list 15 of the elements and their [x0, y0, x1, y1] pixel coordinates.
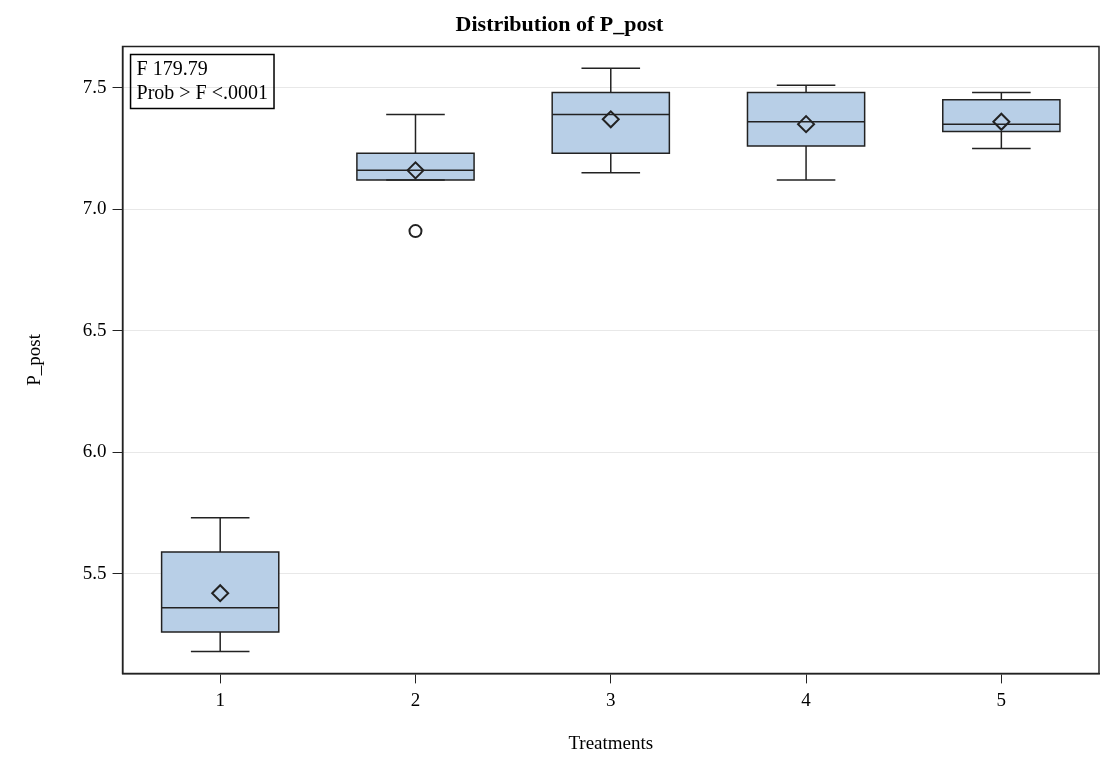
x-tick-label: 1 — [215, 688, 225, 710]
y-tick-label: 7.0 — [82, 197, 107, 219]
y-tick-label: 6.5 — [82, 318, 107, 340]
x-axis-title: Treatments — [568, 731, 654, 753]
y-axis-title: P_post — [23, 333, 45, 386]
annotation: Prob > F <.0001 — [136, 80, 269, 103]
x-tick-label: 5 — [996, 688, 1007, 710]
x-tick-label: 2 — [410, 688, 421, 710]
x-tick-label: 4 — [801, 688, 812, 710]
y-tick-label: 7.5 — [82, 75, 107, 97]
annotation: F 179.79 — [136, 56, 208, 79]
chart-title: Distribution of P_post — [455, 10, 665, 36]
y-tick-label: 6.0 — [82, 440, 107, 462]
x-tick-label: 3 — [606, 688, 616, 710]
y-tick-label: 5.5 — [82, 561, 107, 583]
